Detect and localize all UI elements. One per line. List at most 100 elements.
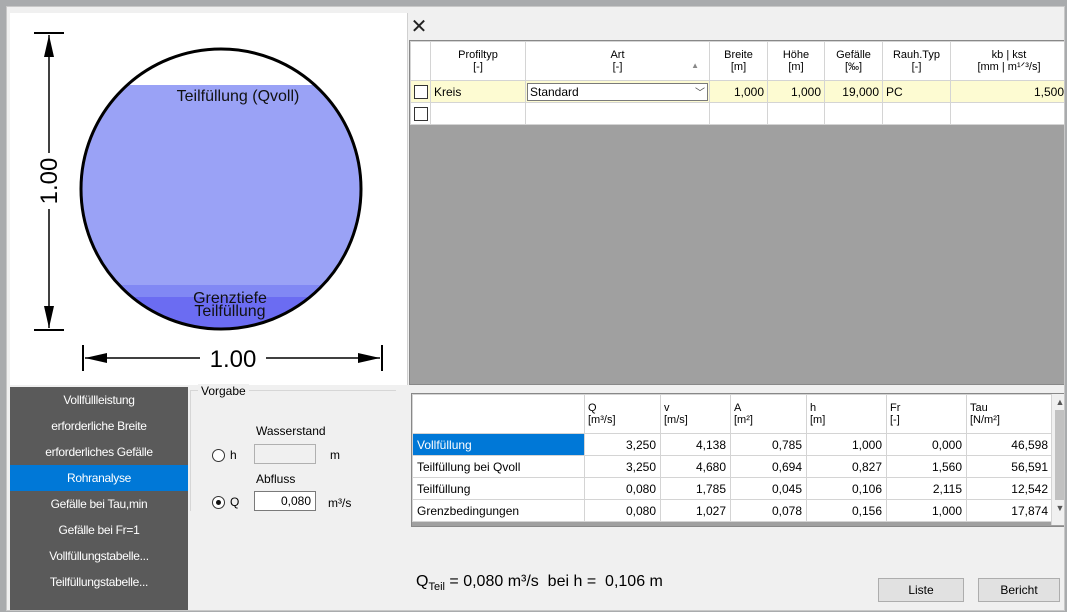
label-teilfuellung-qvoll: Teilfüllung (Qvoll) [177,88,300,105]
header-a[interactable]: A [m²] [730,394,807,434]
cell-kb-kst[interactable]: 1,500 [950,80,1064,103]
vorgabe-group-frame [190,390,396,511]
cell-h: 0,156 [806,499,887,522]
cell-gefaelle[interactable]: 19,000 [824,80,883,103]
header-kb-kst[interactable]: kb | kst [mm | m¹ᐟ³/s] [950,41,1064,81]
new-row-checkbox-cell [410,102,431,125]
row-checkbox-cell [410,80,431,103]
row-name[interactable]: Teilfüllung [412,477,585,500]
header-hoehe[interactable]: Höhe [m] [767,41,825,81]
header-empty [412,394,585,434]
summary-q-subscript: Teil [428,581,445,594]
row-name[interactable]: Grenzbedingungen [412,499,585,522]
new-cell[interactable] [525,102,710,125]
summary-q-symbol: Q [416,573,429,590]
summary-line: QTeil = 0,080 m³/s bei h = 0,106 m [416,573,663,593]
bericht-button[interactable]: Bericht [978,578,1060,602]
nav-vollfuellleistung[interactable]: Vollfüllleistung [63,393,135,407]
header-q[interactable]: Q [m³/s] [584,394,661,434]
cell-art[interactable]: Standard ﹀ [525,80,710,103]
new-cell[interactable] [950,102,1064,125]
new-cell[interactable] [767,102,825,125]
cell-a: 0,785 [730,433,807,456]
art-dropdown[interactable]: Standard ﹀ [527,82,708,101]
profile-table-panel: Profiltyp [-] Art [-] ▲ Breite [m] Höhe [m] G… [409,40,1064,385]
new-cell[interactable] [882,102,951,125]
nav-rohranalyse[interactable]: Rohranalyse [10,465,188,491]
cell-q: 3,250 [584,433,661,456]
radio-q-circle[interactable] [212,495,225,509]
horizontal-dimension: 1.00 [82,345,383,373]
new-cell[interactable] [709,102,768,125]
row-name[interactable]: Teilfüllung bei Qvoll [412,455,585,478]
results-panel: Q [m³/s] v [m/s] A [m²] h [m] Fr [-] Tau [N/m²… [411,393,1065,527]
row-name[interactable]: Vollfüllung [412,433,585,456]
table-row[interactable]: Grenzbedingungen 0,080 1,027 0,078 0,156… [412,499,1053,522]
radio-q[interactable]: Q [212,495,239,509]
table-row[interactable]: Teilfüllung bei Qvoll 3,250 4,680 0,694 … [412,455,1053,478]
cell-rauh-typ[interactable]: PC [882,80,951,103]
abfluss-label: Abfluss [256,472,296,486]
dim-horizontal-label: 1.00 [210,346,257,373]
scroll-down-icon[interactable]: ▼ [1055,503,1065,513]
cell-profiltyp[interactable]: Kreis [430,80,526,103]
nav-erforderliche-breite[interactable]: erforderliche Breite [51,419,147,433]
radio-h-circle[interactable] [212,448,225,462]
scroll-up-icon[interactable]: ▲ [1055,397,1065,407]
new-cell[interactable] [824,102,883,125]
results-scrollbar[interactable]: ▲ ▼ [1051,394,1065,525]
table-row[interactable]: Vollfüllung 3,250 4,138 0,785 1,000 0,00… [412,433,1053,456]
table-row[interactable]: Teilfüllung 0,080 1,785 0,045 0,106 2,11… [412,477,1053,500]
nav-teilfuellungstabelle[interactable]: Teilfüllungstabelle... [49,575,149,589]
nav-gefaelle-fr1[interactable]: Gefälle bei Fr=1 [58,523,140,537]
vorgabe-title: Vorgabe [198,384,249,398]
profile-new-row[interactable] [410,102,1064,125]
nav-erforderliches-gefaelle[interactable]: erforderliches Gefälle [45,445,153,459]
scroll-thumb[interactable] [1055,410,1064,500]
header-rauh-typ[interactable]: Rauh.Typ [-] [882,41,951,81]
header-v[interactable]: v [m/s] [660,394,731,434]
header-tau[interactable]: Tau [N/m²] [966,394,1053,434]
vorgabe-group: Vorgabe Wasserstand h m Abfluss Q 0,080 … [190,384,396,530]
cell-v: 1,027 [660,499,731,522]
cell-v: 4,680 [660,455,731,478]
cell-q: 3,250 [584,455,661,478]
vertical-dimension: 1.00 [34,32,64,331]
q-unit: m³/s [328,496,352,510]
q-input[interactable]: 0,080 [254,491,316,511]
liste-button[interactable]: Liste [878,578,964,602]
cell-fr: 1,000 [886,499,967,522]
cell-hoehe[interactable]: 1,000 [767,80,825,103]
header-fr[interactable]: Fr [-] [886,394,967,434]
profile-table-header: Profiltyp [-] Art [-] ▲ Breite [m] Höhe [m] G… [410,41,1064,81]
cell-fr: 0,000 [886,433,967,456]
header-breite[interactable]: Breite [m] [709,41,768,81]
nav-vollfuellungstabelle[interactable]: Vollfüllungstabelle... [49,549,149,563]
cell-tau: 12,542 [966,477,1053,500]
h-input[interactable] [254,444,316,464]
cell-a: 0,694 [730,455,807,478]
header-gefaelle[interactable]: Gefälle [‰] [824,41,883,81]
cell-fr: 1,560 [886,455,967,478]
header-h[interactable]: h [m] [806,394,887,434]
new-row-checkbox[interactable] [413,106,428,121]
new-cell[interactable] [430,102,526,125]
cell-tau: 56,591 [966,455,1053,478]
profile-row[interactable]: Kreis Standard ﹀ 1,000 1,000 19,000 PC 1… [410,80,1064,103]
results-table: Q [m³/s] v [m/s] A [m²] h [m] Fr [-] Tau [N/m²… [412,394,1053,522]
cell-tau: 17,874 [966,499,1053,522]
label-teilfuellung: Teilfüllung [194,303,265,320]
nav-gefaelle-tau-min[interactable]: Gefälle bei Tau,min [50,497,148,511]
cell-fr: 2,115 [886,477,967,500]
cell-breite[interactable]: 1,000 [709,80,768,103]
header-profiltyp[interactable]: Profiltyp [-] [430,41,526,81]
header-art[interactable]: Art [-] ▲ [525,41,710,81]
row-checkbox[interactable] [413,84,428,99]
application-window: Teilfüllung (Qvoll) Grenztiefe Teilfüllu… [6,6,1065,611]
chevron-down-icon[interactable]: ﹀ [695,88,705,99]
sort-asc-icon: ▲ [691,61,699,70]
cell-v: 1,785 [660,477,731,500]
close-icon[interactable]: ✕ [410,16,428,38]
pipe-cross-section-drawing: Teilfüllung (Qvoll) Grenztiefe Teilfüllu… [10,13,408,385]
radio-h[interactable]: h [212,448,237,462]
